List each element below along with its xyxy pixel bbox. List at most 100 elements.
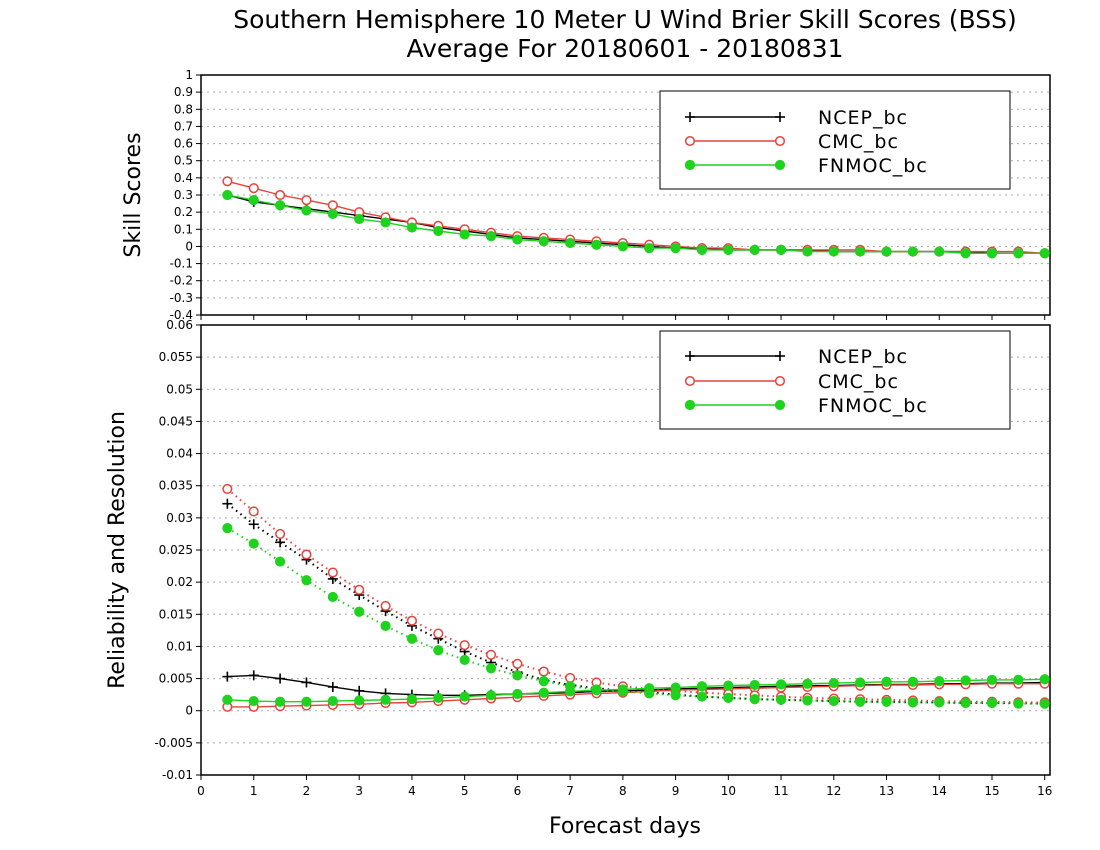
y-tick-label: 0.06 (166, 318, 193, 332)
y-tick-label: -0.3 (170, 291, 193, 305)
chart-title: Southern Hemisphere 10 Meter U Wind Brie… (233, 5, 1017, 34)
series-NCEP_bc-resolution (222, 498, 1050, 709)
data-point (1039, 674, 1050, 685)
data-point (1013, 698, 1024, 709)
data-point (828, 246, 839, 257)
legend-marker (684, 159, 696, 171)
plot-frame (200, 74, 1051, 316)
panel-reliability-resolution: -0.01 -0.005 0 0.005 0.01 0.015 0.02 0.025 0.03 0… (154, 318, 1052, 798)
legend-entry-FNMOC_bc: FNMOC_bc (684, 155, 927, 177)
data-point (1013, 248, 1024, 259)
legend-marker (684, 375, 696, 387)
data-point (275, 189, 286, 201)
legend-entry-CMC_bc: CMC_bc (684, 131, 899, 153)
legend-label: NCEP_bc (818, 346, 908, 368)
data-point (301, 696, 312, 707)
data-point (512, 658, 523, 669)
y-tick-label: 0.005 (159, 672, 193, 686)
y-tick-label: 0.02 (166, 575, 193, 589)
x-tick-label: 10 (721, 784, 736, 798)
data-point (670, 690, 681, 701)
data-point (433, 692, 444, 703)
legend-entry-NCEP_bc: NCEP_bc (685, 107, 907, 129)
data-point (459, 640, 470, 651)
data-point (775, 694, 787, 705)
data-point (274, 200, 286, 211)
x-tick-label: 12 (826, 784, 841, 798)
data-point (327, 695, 338, 707)
data-point (327, 200, 338, 211)
data-point (934, 246, 945, 257)
y-tick-label: 0.7 (174, 119, 193, 133)
data-point (696, 244, 708, 255)
y-tick-label: 0.055 (159, 350, 193, 364)
data-point (380, 620, 391, 631)
data-point (512, 234, 523, 245)
plot-frame (200, 324, 1051, 776)
data-point (749, 244, 760, 255)
data-point (222, 498, 233, 509)
data-point (538, 687, 549, 698)
data-point (354, 584, 365, 595)
data-point (301, 677, 312, 688)
data-point (960, 697, 971, 709)
data-point (301, 205, 312, 216)
data-point (354, 685, 365, 696)
data-point (222, 176, 233, 187)
y-tick-label: 0.045 (159, 414, 193, 428)
data-point (775, 679, 787, 690)
bottom-y-axis-label: Reliability and Resolution (105, 411, 130, 689)
data-point (934, 697, 945, 708)
legend-label: FNMOC_bc (818, 395, 928, 417)
data-point (406, 694, 418, 705)
data-point (406, 615, 417, 626)
data-point (881, 696, 892, 707)
data-point (617, 686, 628, 697)
data-point (591, 684, 602, 695)
data-point (1039, 698, 1050, 709)
x-tick-label: 2 (303, 784, 311, 798)
data-point (222, 694, 233, 705)
legend-entry-NCEP_bc: NCEP_bc (685, 346, 908, 368)
data-point (960, 675, 971, 686)
legend-marker (775, 351, 785, 361)
data-point (327, 208, 338, 219)
data-point (828, 695, 839, 707)
y-tick-label: 1 (185, 68, 193, 82)
data-point (459, 654, 470, 666)
data-point (485, 231, 497, 242)
y-tick-label: -0.4 (170, 308, 193, 322)
data-point (485, 690, 497, 701)
data-point (248, 506, 259, 517)
y-tick-label: 0 (185, 239, 193, 253)
data-point (565, 672, 576, 683)
data-point (354, 606, 365, 617)
data-point (907, 697, 918, 708)
data-point (986, 674, 998, 685)
data-point (828, 677, 839, 689)
legend-box (659, 330, 1011, 430)
data-point (301, 549, 312, 560)
data-point (723, 244, 734, 255)
series-FNMOC_bc (222, 189, 1050, 259)
legend-label: CMC_bc (818, 131, 899, 153)
legend-marker (774, 135, 786, 147)
data-point (433, 645, 444, 656)
legend-marker (774, 375, 786, 387)
data-point (881, 246, 892, 257)
series-line (226, 502, 1045, 705)
data-point (855, 696, 866, 707)
y-tick-label: -0.005 (154, 736, 193, 750)
data-point (802, 695, 813, 706)
y-tick-label: 0.2 (174, 205, 193, 219)
data-point (248, 195, 259, 206)
data-point (459, 229, 470, 240)
data-point (591, 239, 602, 250)
data-point (802, 678, 813, 689)
data-point (538, 676, 549, 687)
y-tick-label: 0.01 (166, 639, 193, 653)
data-point (986, 248, 998, 259)
data-point (301, 195, 312, 206)
data-point (222, 189, 233, 201)
